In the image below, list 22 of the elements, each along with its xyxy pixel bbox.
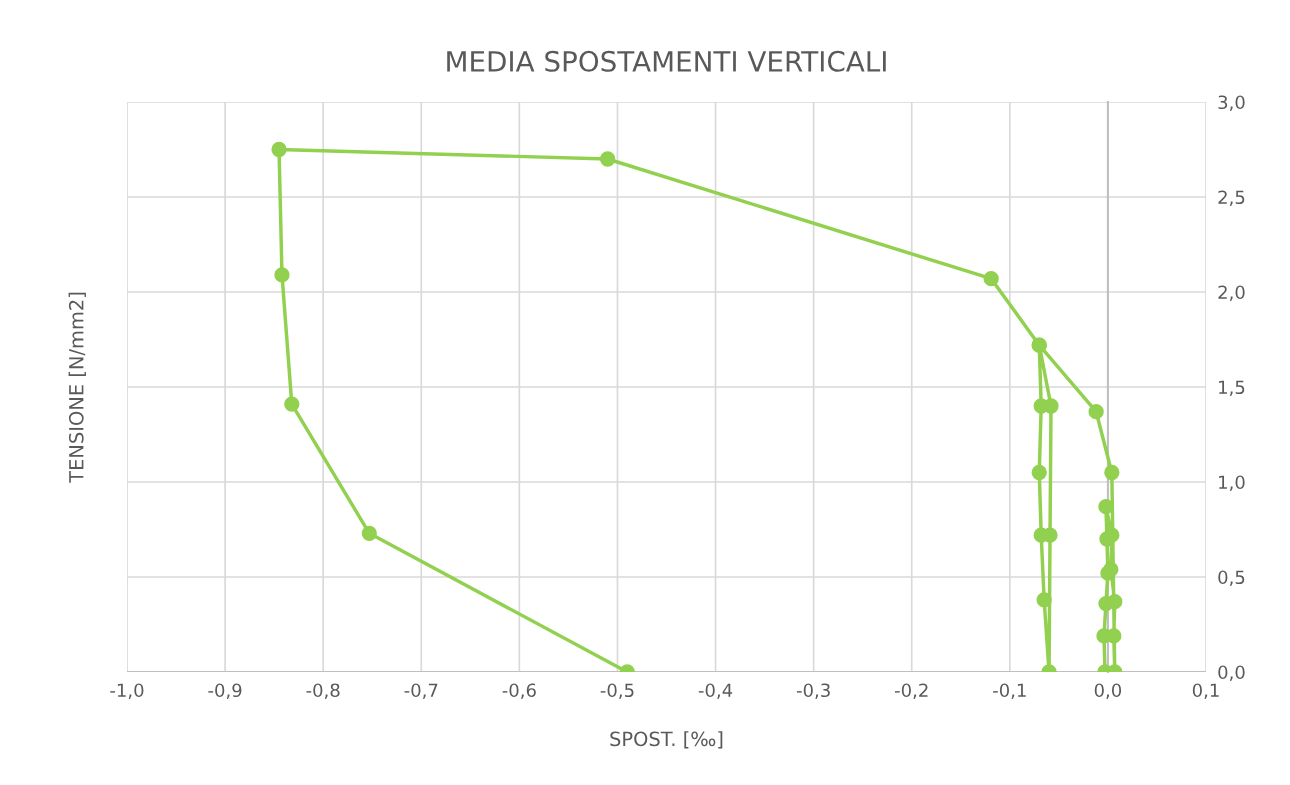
y-tick-label: 0,0	[1218, 665, 1245, 681]
x-tick-label: 0,0	[1094, 683, 1122, 699]
y-tick-label: 2,0	[1218, 285, 1245, 301]
x-tick-label: -0,5	[600, 683, 634, 699]
x-tick-label: -0,7	[404, 683, 438, 699]
x-tick-label: 0,1	[1192, 683, 1219, 699]
x-tick-label: -0,2	[895, 683, 928, 699]
chart-title: MEDIA SPOSTAMENTI VERTICALI	[447, 50, 886, 72]
x-tick-label: -0,6	[502, 683, 536, 699]
x-tick-label: -1,0	[110, 683, 144, 699]
x-tick-label: -0,1	[993, 683, 1026, 699]
y-tick-label: 0,5	[1218, 570, 1245, 586]
x-tick-label: -0,4	[698, 683, 733, 699]
y-axis-title: TENSIONE [N/mm2]	[68, 292, 86, 483]
x-axis-title: SPOST. [‰]	[610, 731, 723, 749]
x-tick-label: -0,9	[208, 683, 242, 699]
x-tick-label: -0,3	[796, 683, 830, 699]
y-tick-label: 1,5	[1219, 380, 1245, 396]
y-tick-label: 3,0	[1218, 95, 1245, 111]
y-tick-label: 2,5	[1218, 190, 1245, 206]
x-tick-label: -0,8	[306, 683, 340, 699]
y-tick-label: 1,0	[1219, 475, 1245, 491]
